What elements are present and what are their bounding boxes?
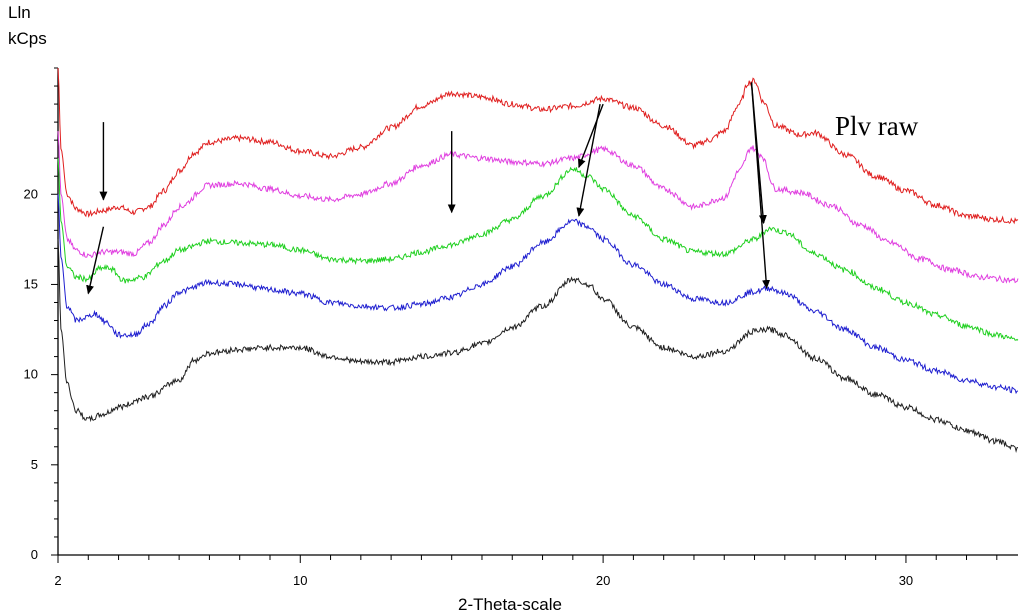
- y-tick-label: 0: [31, 547, 38, 562]
- x-tick-label: 20: [596, 573, 610, 588]
- series-line-1: [57, 67, 1019, 225]
- series-line-4: [57, 194, 1019, 395]
- x-tick-label: 10: [293, 573, 307, 588]
- y-tick-label: 10: [24, 367, 38, 382]
- annotation-arrow: [750, 82, 771, 290]
- x-tick-label: 2: [54, 573, 61, 588]
- arrow-group: [86, 82, 771, 295]
- y-axis-label-line2: kCps: [8, 29, 47, 48]
- x-tick-group: 2 10 20 30: [54, 555, 998, 588]
- series-line-5: [57, 239, 1019, 454]
- series-line-2: [57, 131, 1019, 284]
- y-tick-group: 0 5 10 15 20: [24, 67, 58, 562]
- series-line-3: [57, 158, 1019, 341]
- x-axis-label: 2-Theta-scale: [458, 595, 562, 612]
- annotation-arrow: [86, 226, 105, 295]
- y-axis-label-line1: Lln: [8, 3, 31, 22]
- y-tick-label: 15: [24, 276, 38, 291]
- chart-annotation: Plv raw: [835, 111, 919, 141]
- y-tick-label: 20: [24, 186, 38, 201]
- y-tick-label: 5: [31, 457, 38, 472]
- series-group: [57, 67, 1019, 454]
- x-tick-label: 30: [899, 573, 913, 588]
- annotation-arrow: [578, 103, 604, 169]
